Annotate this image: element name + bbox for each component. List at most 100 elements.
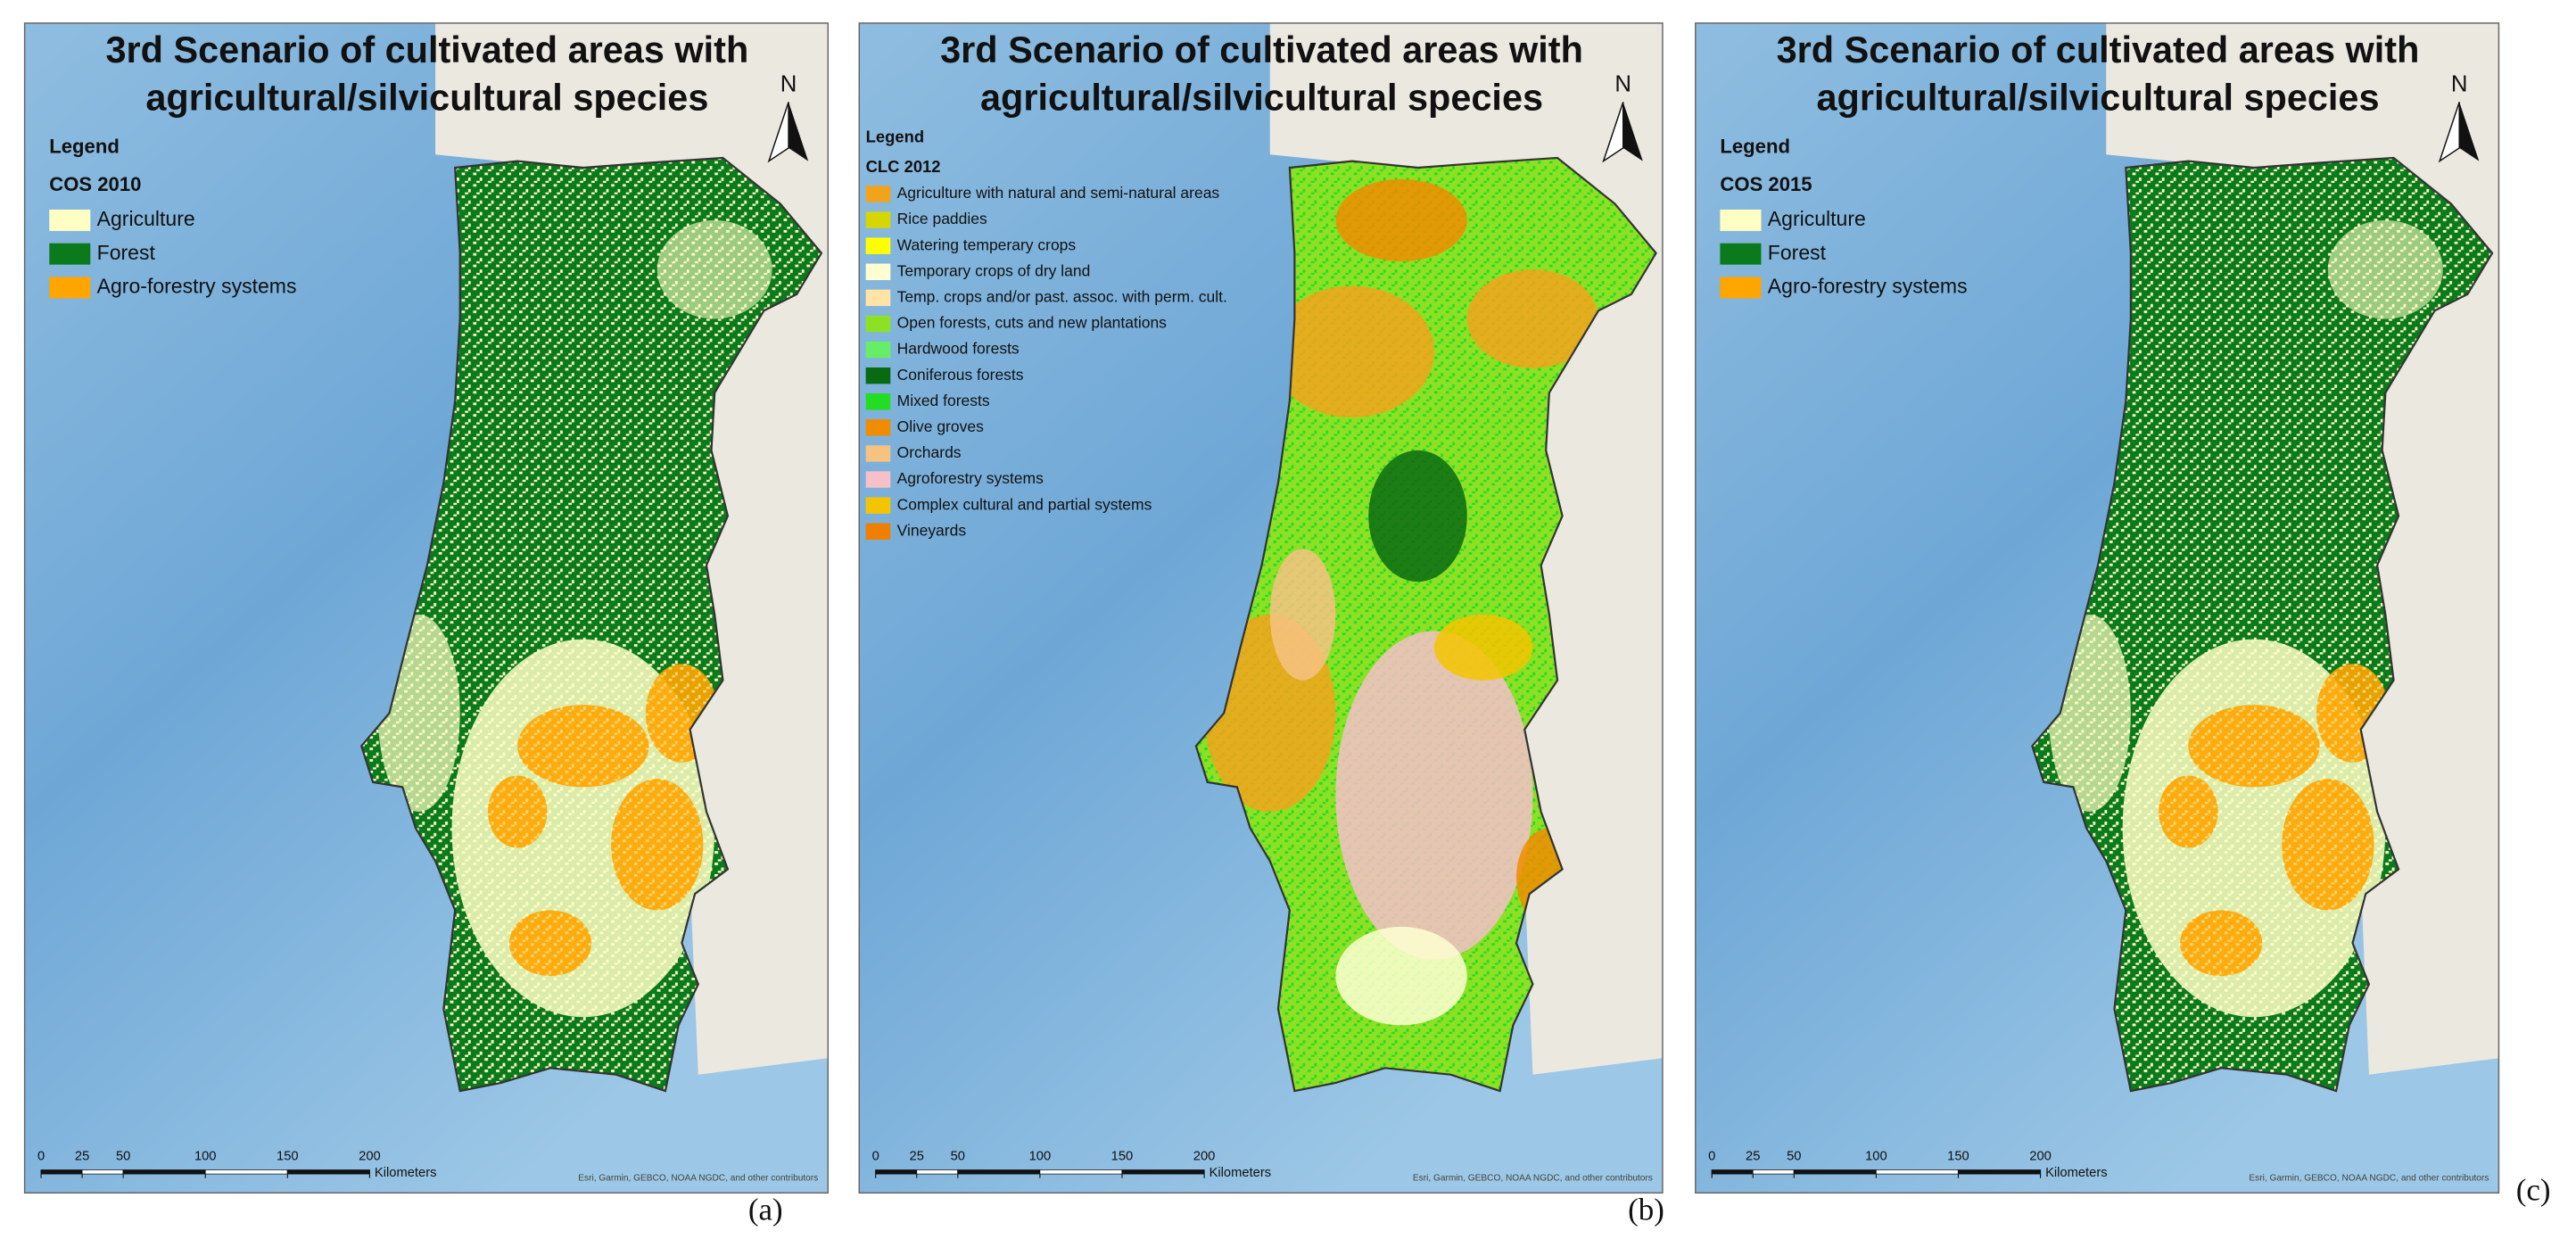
legend-swatch (49, 209, 91, 231)
scale-label: 25 (75, 1150, 89, 1164)
legend-swatch (865, 445, 891, 462)
legend-title: CLC 2012 (866, 157, 941, 176)
portugal-outline (359, 156, 823, 1093)
north-arrow-right (1622, 102, 1643, 161)
agri-area (656, 219, 772, 319)
scale-segment (204, 1169, 288, 1175)
legend-label: Vineyards (897, 521, 967, 539)
attribution: Esri, Garmin, GEBCO, NOAA NGDC, and othe… (2249, 1173, 2489, 1183)
scale-segment (1876, 1169, 1959, 1175)
scale-segment (122, 1169, 206, 1175)
scale-segment (40, 1169, 83, 1175)
scale-label: 50 (1787, 1150, 1801, 1164)
scale-segment (1039, 1169, 1123, 1175)
legend-heading: Legend (866, 128, 924, 146)
attribution: Esri, Garmin, GEBCO, NOAA NGDC, and othe… (1413, 1173, 1653, 1183)
scale-unit: Kilometers (375, 1166, 437, 1180)
legend-swatch (865, 497, 891, 514)
legend-label: Hardwood forests (897, 340, 1020, 358)
scale-label: 25 (1746, 1150, 1760, 1164)
land-cover-patch (1269, 549, 1336, 681)
north-arrow-left (767, 102, 789, 163)
legend-label: Mixed forests (897, 392, 990, 409)
scale-label: 25 (910, 1150, 924, 1164)
legend-label: Temp. crops and/or past. assoc. with per… (897, 287, 1227, 305)
scale-label: 100 (1029, 1150, 1052, 1164)
scale-label: 200 (2029, 1150, 2052, 1164)
scale-label: 100 (194, 1150, 217, 1164)
map-title: agricultural/silvicultural species (1817, 76, 2380, 118)
land-cover-patch (1335, 631, 1533, 960)
legend-label: Orchards (897, 443, 962, 461)
map-panel: 3rd Scenario of cultivated areas with agr… (858, 22, 1664, 1194)
scale-segment (875, 1169, 918, 1175)
legend-label: Olive groves (897, 417, 984, 435)
scale-label: 50 (116, 1150, 130, 1164)
scale-segment (81, 1169, 124, 1175)
panel-frame (858, 22, 1664, 1194)
land-cover-patch (1269, 285, 1434, 417)
map-title: agricultural/silvicultural species (980, 76, 1543, 118)
legend-swatch (865, 341, 891, 359)
legend-swatch (865, 419, 891, 436)
panel-letter: (b) (1628, 1192, 1664, 1227)
scale-segment (957, 1169, 1041, 1175)
panel-frame (1695, 22, 2500, 1194)
land-cover-patch (1335, 178, 1467, 261)
legend-label: Open forests, cuts and new plantations (897, 314, 1168, 332)
scale-label: 0 (37, 1150, 45, 1164)
map-title: 3rd Scenario of cultivated areas with (105, 29, 748, 70)
portugal-outline (2031, 156, 2494, 1093)
legend-label: Agriculture (1768, 207, 1866, 230)
scale-label: 150 (1947, 1150, 1969, 1164)
map-panel: 3rd Scenario of cultivated areas with agr… (1695, 22, 2500, 1194)
legend-swatch (865, 367, 891, 384)
legend-swatch (865, 186, 891, 202)
panel-frame (23, 22, 830, 1194)
legend-swatch (865, 289, 891, 307)
panel-letter: (c) (2516, 1172, 2551, 1207)
legend-swatch (865, 471, 891, 488)
scale-label: 50 (951, 1150, 965, 1164)
north-label: N (1614, 72, 1631, 97)
map-panel: 3rd Scenario of cultivated areas with agr… (23, 22, 830, 1194)
scale-label: 0 (872, 1150, 879, 1164)
scale-label: 150 (1111, 1150, 1134, 1164)
legend-label: Forest (97, 241, 156, 264)
legend-swatch (1720, 243, 1762, 265)
legend-swatch (865, 315, 891, 333)
portugal-outline (1194, 156, 1657, 1093)
legend-label: Complex cultural and partial systems (897, 495, 1152, 513)
map-title: agricultural/silvicultural species (145, 76, 708, 118)
legend-label: Agriculture with natural and semi-natura… (897, 184, 1220, 202)
scale-segment (1752, 1169, 1795, 1175)
scale-segment (286, 1169, 370, 1175)
legend-label: Agro-forestry systems (1768, 275, 1968, 298)
legend-swatch (1720, 209, 1762, 231)
north-label: N (780, 72, 797, 97)
legend-swatch (865, 393, 891, 410)
legend-title: COS 2010 (49, 173, 141, 195)
scale-label: 100 (1865, 1150, 1887, 1164)
land-cover-patch (1368, 450, 1467, 582)
land-cover-patch (1466, 269, 1599, 368)
legend-heading: Legend (49, 136, 120, 158)
legend-title: COS 2015 (1720, 173, 1812, 195)
legend-swatch (865, 237, 891, 254)
scale-label: 0 (1708, 1150, 1715, 1164)
scale-label: 200 (1193, 1150, 1216, 1164)
agri-area (2327, 219, 2443, 319)
legend-label: Agriculture (97, 207, 195, 230)
north-label: N (2451, 72, 2468, 97)
legend-label: Agroforestry systems (897, 469, 1044, 487)
legend-swatch (865, 211, 891, 228)
scale-unit: Kilometers (2045, 1166, 2108, 1180)
legend-label: Rice paddies (897, 210, 987, 227)
scale-segment (1711, 1169, 1754, 1175)
land-cover-patch (1433, 614, 1533, 681)
legend-swatch (1720, 277, 1762, 299)
legend-label: Forest (1768, 241, 1827, 264)
scale-segment (916, 1169, 959, 1175)
